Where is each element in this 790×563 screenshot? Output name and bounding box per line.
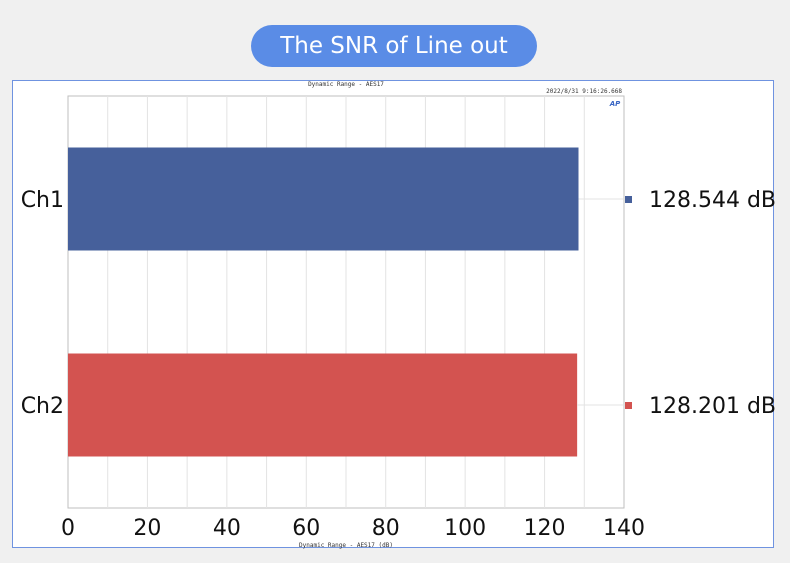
x-tick-label: 140 <box>603 516 645 541</box>
x-axis-label: Dynamic Range - AES17 (dB) <box>299 542 393 549</box>
x-tick-label: 60 <box>292 516 320 541</box>
chart-title: Dynamic Range - AES17 <box>308 81 384 88</box>
bar-ch2 <box>68 353 578 457</box>
bar-ch1 <box>68 147 579 251</box>
x-tick-label: 80 <box>372 516 400 541</box>
legend-swatch <box>625 402 632 409</box>
category-label-ch1: Ch1 <box>21 188 64 213</box>
ap-logo: AP <box>609 100 621 108</box>
category-labels: Ch1 Ch2 <box>21 188 64 419</box>
x-tick-labels: 0 20 40 60 80 100 120 140 <box>61 516 645 541</box>
x-tick-label: 20 <box>133 516 161 541</box>
legend-label: 128.201 dB <box>649 394 776 419</box>
bars <box>68 147 623 457</box>
legend-label: 128.544 dB <box>649 188 776 213</box>
chart-timestamp: 2022/8/31 9:16:26.668 <box>546 88 622 95</box>
legend-swatch <box>625 196 632 203</box>
page-title: The SNR of Line out <box>251 25 537 67</box>
x-tick-label: 40 <box>213 516 241 541</box>
x-tick-label: 0 <box>61 516 75 541</box>
x-tick-label: 120 <box>524 516 566 541</box>
x-tick-label: 100 <box>444 516 486 541</box>
category-label-ch2: Ch2 <box>21 394 64 419</box>
legend: 128.544 dB 128.201 dB <box>625 188 776 419</box>
